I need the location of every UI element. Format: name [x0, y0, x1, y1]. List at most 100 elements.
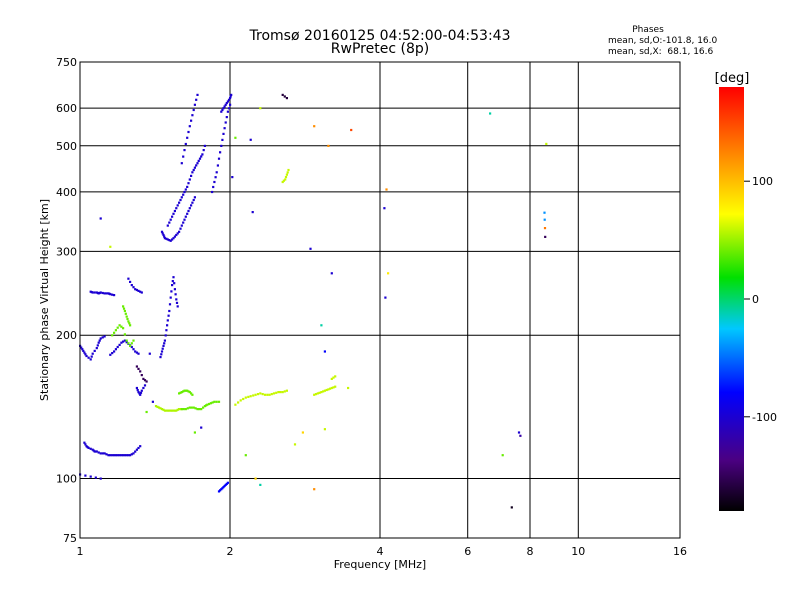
- chart-title: Tromsø 20160125 04:52:00-04:53:43: [249, 28, 511, 44]
- data-point: [160, 408, 164, 411]
- x-tick-label: 10: [571, 545, 585, 558]
- data-point: [120, 454, 123, 457]
- data-point: [201, 153, 204, 156]
- data-point: [174, 293, 177, 296]
- data-point: [135, 365, 138, 368]
- data-point: [217, 157, 221, 160]
- data-point: [91, 291, 94, 294]
- data-point: [103, 452, 106, 455]
- data-point: [196, 408, 199, 411]
- data-point: [126, 317, 129, 321]
- data-point: [323, 389, 326, 392]
- data-point: [182, 408, 185, 411]
- data-point: [195, 164, 198, 167]
- data-point: [188, 125, 191, 128]
- data-point: [137, 352, 140, 355]
- data-point: [101, 291, 104, 295]
- data-point: [332, 376, 335, 379]
- data-point: [225, 116, 228, 119]
- data-point: [122, 305, 125, 308]
- y-tick-label: 400: [56, 186, 77, 199]
- colorbar-ticks: 100 0 -100: [744, 175, 777, 424]
- data-point: [132, 339, 135, 342]
- phases-line-x: mean, sd,X: 68.1, 16.6: [608, 47, 714, 57]
- data-point: [118, 343, 121, 346]
- data-point: [234, 136, 237, 139]
- data-point: [187, 182, 190, 185]
- data-point: [114, 329, 117, 332]
- data-point: [184, 389, 187, 392]
- x-tick-label: 6: [464, 545, 471, 558]
- data-point: [182, 155, 185, 158]
- data-point: [200, 155, 203, 158]
- data-point: [127, 277, 130, 280]
- data-point: [145, 410, 148, 414]
- data-point: [188, 207, 191, 210]
- data-point: [163, 339, 166, 342]
- data-point: [223, 105, 226, 108]
- data-point: [165, 409, 168, 412]
- data-point: [163, 235, 166, 238]
- data-point: [139, 391, 143, 394]
- data-point: [261, 393, 264, 396]
- data-point: [196, 162, 199, 165]
- data-point: [193, 166, 196, 169]
- data-point: [188, 391, 191, 394]
- data-point: [176, 305, 179, 308]
- data-point: [334, 385, 337, 388]
- data-point: [139, 445, 142, 448]
- data-point: [130, 453, 133, 456]
- data-point: [187, 390, 190, 393]
- data-point: [122, 327, 125, 330]
- data-point: [83, 351, 86, 354]
- data-point: [286, 171, 289, 174]
- data-point: [171, 215, 174, 218]
- data-point: [130, 284, 133, 287]
- data-point: [118, 454, 121, 457]
- data-point: [170, 290, 173, 293]
- data-point: [99, 217, 102, 220]
- data-point: [225, 102, 228, 105]
- data-point: [87, 356, 90, 359]
- data-point: [113, 350, 116, 353]
- data-point: [266, 393, 269, 396]
- data-point: [139, 290, 142, 293]
- data-point: [332, 386, 335, 389]
- data-point: [330, 377, 333, 380]
- data-point: [517, 431, 521, 434]
- data-point: [227, 98, 231, 101]
- x-axis-label: Frequency [MHz]: [334, 558, 426, 571]
- x-axis-ticks: 1 2 4 6 8 10 16: [77, 545, 688, 558]
- data-point: [139, 393, 142, 396]
- data-point: [249, 395, 252, 398]
- data-point: [268, 393, 271, 396]
- data-point: [198, 157, 202, 160]
- data-point: [166, 238, 169, 241]
- data-point: [226, 481, 229, 484]
- data-point: [172, 237, 175, 240]
- data-point: [318, 391, 321, 394]
- data-point: [287, 168, 290, 172]
- data-point: [194, 407, 197, 410]
- data-point: [350, 128, 353, 132]
- data-point: [226, 100, 229, 103]
- data-point: [214, 176, 217, 179]
- data-point: [166, 319, 169, 322]
- data-point: [173, 288, 176, 291]
- data-point: [180, 224, 183, 227]
- data-point: [99, 291, 102, 294]
- data-point: [323, 428, 326, 431]
- data-point: [544, 235, 547, 238]
- data-point: [184, 142, 187, 146]
- data-point: [163, 237, 166, 240]
- data-point: [162, 408, 165, 411]
- data-point: [213, 180, 216, 184]
- data-point: [329, 387, 332, 390]
- data-point: [192, 108, 195, 112]
- data-point: [157, 406, 161, 409]
- data-point: [132, 348, 135, 351]
- data-point: [200, 426, 203, 429]
- data-point: [192, 406, 195, 409]
- data-point: [190, 119, 193, 122]
